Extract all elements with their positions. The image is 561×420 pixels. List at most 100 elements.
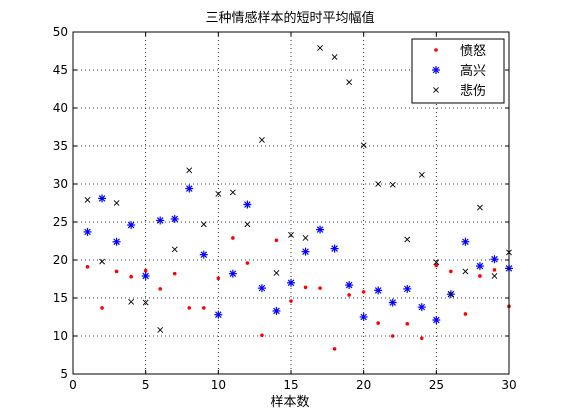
data-point-series-3	[142, 299, 149, 306]
data-point-series-2	[345, 281, 354, 290]
data-point-series-2	[112, 237, 121, 246]
data-point-series-1	[390, 334, 395, 338]
data-point-series-2	[156, 216, 165, 225]
legend-marker-3	[433, 87, 439, 93]
data-point-series-2	[98, 194, 107, 203]
data-point-series-3	[447, 291, 454, 298]
data-point-series-3	[404, 236, 411, 243]
data-point-series-3	[157, 327, 164, 333]
data-point-series-1	[376, 321, 381, 325]
data-point-series-2	[475, 262, 484, 271]
data-point-series-2	[185, 184, 194, 193]
y-tick-label: 35	[53, 139, 68, 153]
data-point-series-2	[127, 221, 136, 230]
data-point-series-1	[405, 322, 410, 326]
data-point-series-1	[492, 268, 497, 272]
data-point-series-2	[243, 200, 252, 209]
data-point-series-2	[316, 225, 325, 234]
data-point-series-1	[100, 306, 104, 310]
x-tick-label: 30	[501, 378, 516, 392]
data-point-series-3	[433, 259, 440, 266]
y-tick-label: 20	[53, 253, 68, 267]
data-point-series-1	[303, 285, 308, 290]
data-point-series-3	[215, 190, 222, 197]
data-point-series-2	[214, 310, 223, 319]
data-point-series-2	[403, 284, 412, 293]
data-point-series-2	[359, 313, 368, 321]
data-point-series-3	[259, 137, 265, 143]
data-point-series-2	[272, 306, 281, 315]
data-point-series-3	[389, 181, 396, 188]
x-axis-label: 样本数	[270, 395, 309, 410]
data-point-series-3	[331, 54, 338, 60]
data-point-series-1	[114, 269, 119, 274]
data-point-series-2	[330, 244, 339, 253]
data-point-series-1	[231, 236, 235, 240]
data-point-series-2	[83, 227, 92, 236]
data-points	[83, 45, 513, 351]
data-point-series-3	[273, 270, 280, 276]
data-point-series-3	[288, 232, 294, 238]
x-tick-label: 0	[69, 378, 77, 392]
data-point-series-2	[228, 269, 237, 278]
data-point-series-2	[388, 298, 397, 307]
data-point-series-2	[287, 278, 295, 287]
chart-title: 三种情感样本的短时平均幅值	[205, 10, 374, 26]
y-tick-label: 40	[53, 101, 68, 115]
data-point-series-1	[245, 261, 250, 265]
data-point-series-1	[478, 274, 482, 278]
legend-label-1: 愤怒	[460, 44, 486, 59]
data-point-series-1	[143, 268, 148, 273]
y-tick-label: 30	[53, 177, 68, 191]
data-point-series-1	[463, 312, 468, 316]
data-point-series-3	[302, 235, 309, 241]
x-tick-label: 25	[429, 378, 444, 392]
data-point-series-3	[491, 273, 498, 279]
y-tick-label: 25	[53, 215, 68, 229]
data-point-series-1	[187, 306, 192, 310]
data-point-series-1	[216, 276, 221, 281]
legend-label-3: 悲伤	[460, 83, 486, 99]
data-point-series-1	[274, 238, 279, 243]
data-point-series-1	[158, 287, 162, 291]
data-point-series-1	[332, 347, 337, 351]
data-point-series-3	[477, 204, 483, 211]
data-point-series-2	[461, 237, 470, 246]
legend-marker-1	[434, 48, 438, 52]
data-point-series-1	[260, 333, 264, 338]
data-point-series-3	[418, 171, 425, 178]
data-point-series-3	[244, 221, 251, 228]
data-point-series-2	[199, 250, 208, 259]
data-point-series-3	[84, 197, 91, 203]
data-point-series-2	[374, 286, 383, 295]
data-point-series-1	[289, 299, 293, 303]
data-point-series-1	[361, 290, 366, 294]
data-point-series-2	[257, 284, 266, 293]
data-point-series-2	[417, 303, 426, 312]
x-tick-label: 5	[142, 378, 150, 392]
x-tick-label: 10	[211, 378, 226, 392]
data-point-series-3	[317, 45, 323, 51]
data-point-series-1	[172, 271, 177, 276]
data-point-series-1	[434, 263, 439, 268]
data-point-series-2	[141, 271, 150, 280]
data-point-series-3	[113, 200, 120, 206]
data-point-series-3	[360, 142, 367, 149]
data-point-series-1	[85, 265, 90, 269]
data-point-series-2	[301, 247, 310, 256]
data-point-series-3	[229, 189, 236, 196]
x-tick-label: 15	[283, 378, 298, 392]
y-tick-label: 50	[53, 25, 68, 39]
y-tick-label: 45	[53, 63, 68, 77]
data-point-series-1	[129, 274, 133, 279]
y-tick-label: 5	[60, 367, 68, 381]
x-tick-label: 20	[356, 378, 371, 392]
legend-box	[411, 38, 505, 104]
data-point-series-3	[375, 181, 382, 187]
data-point-series-3	[99, 258, 105, 265]
data-point-series-3	[171, 246, 178, 253]
